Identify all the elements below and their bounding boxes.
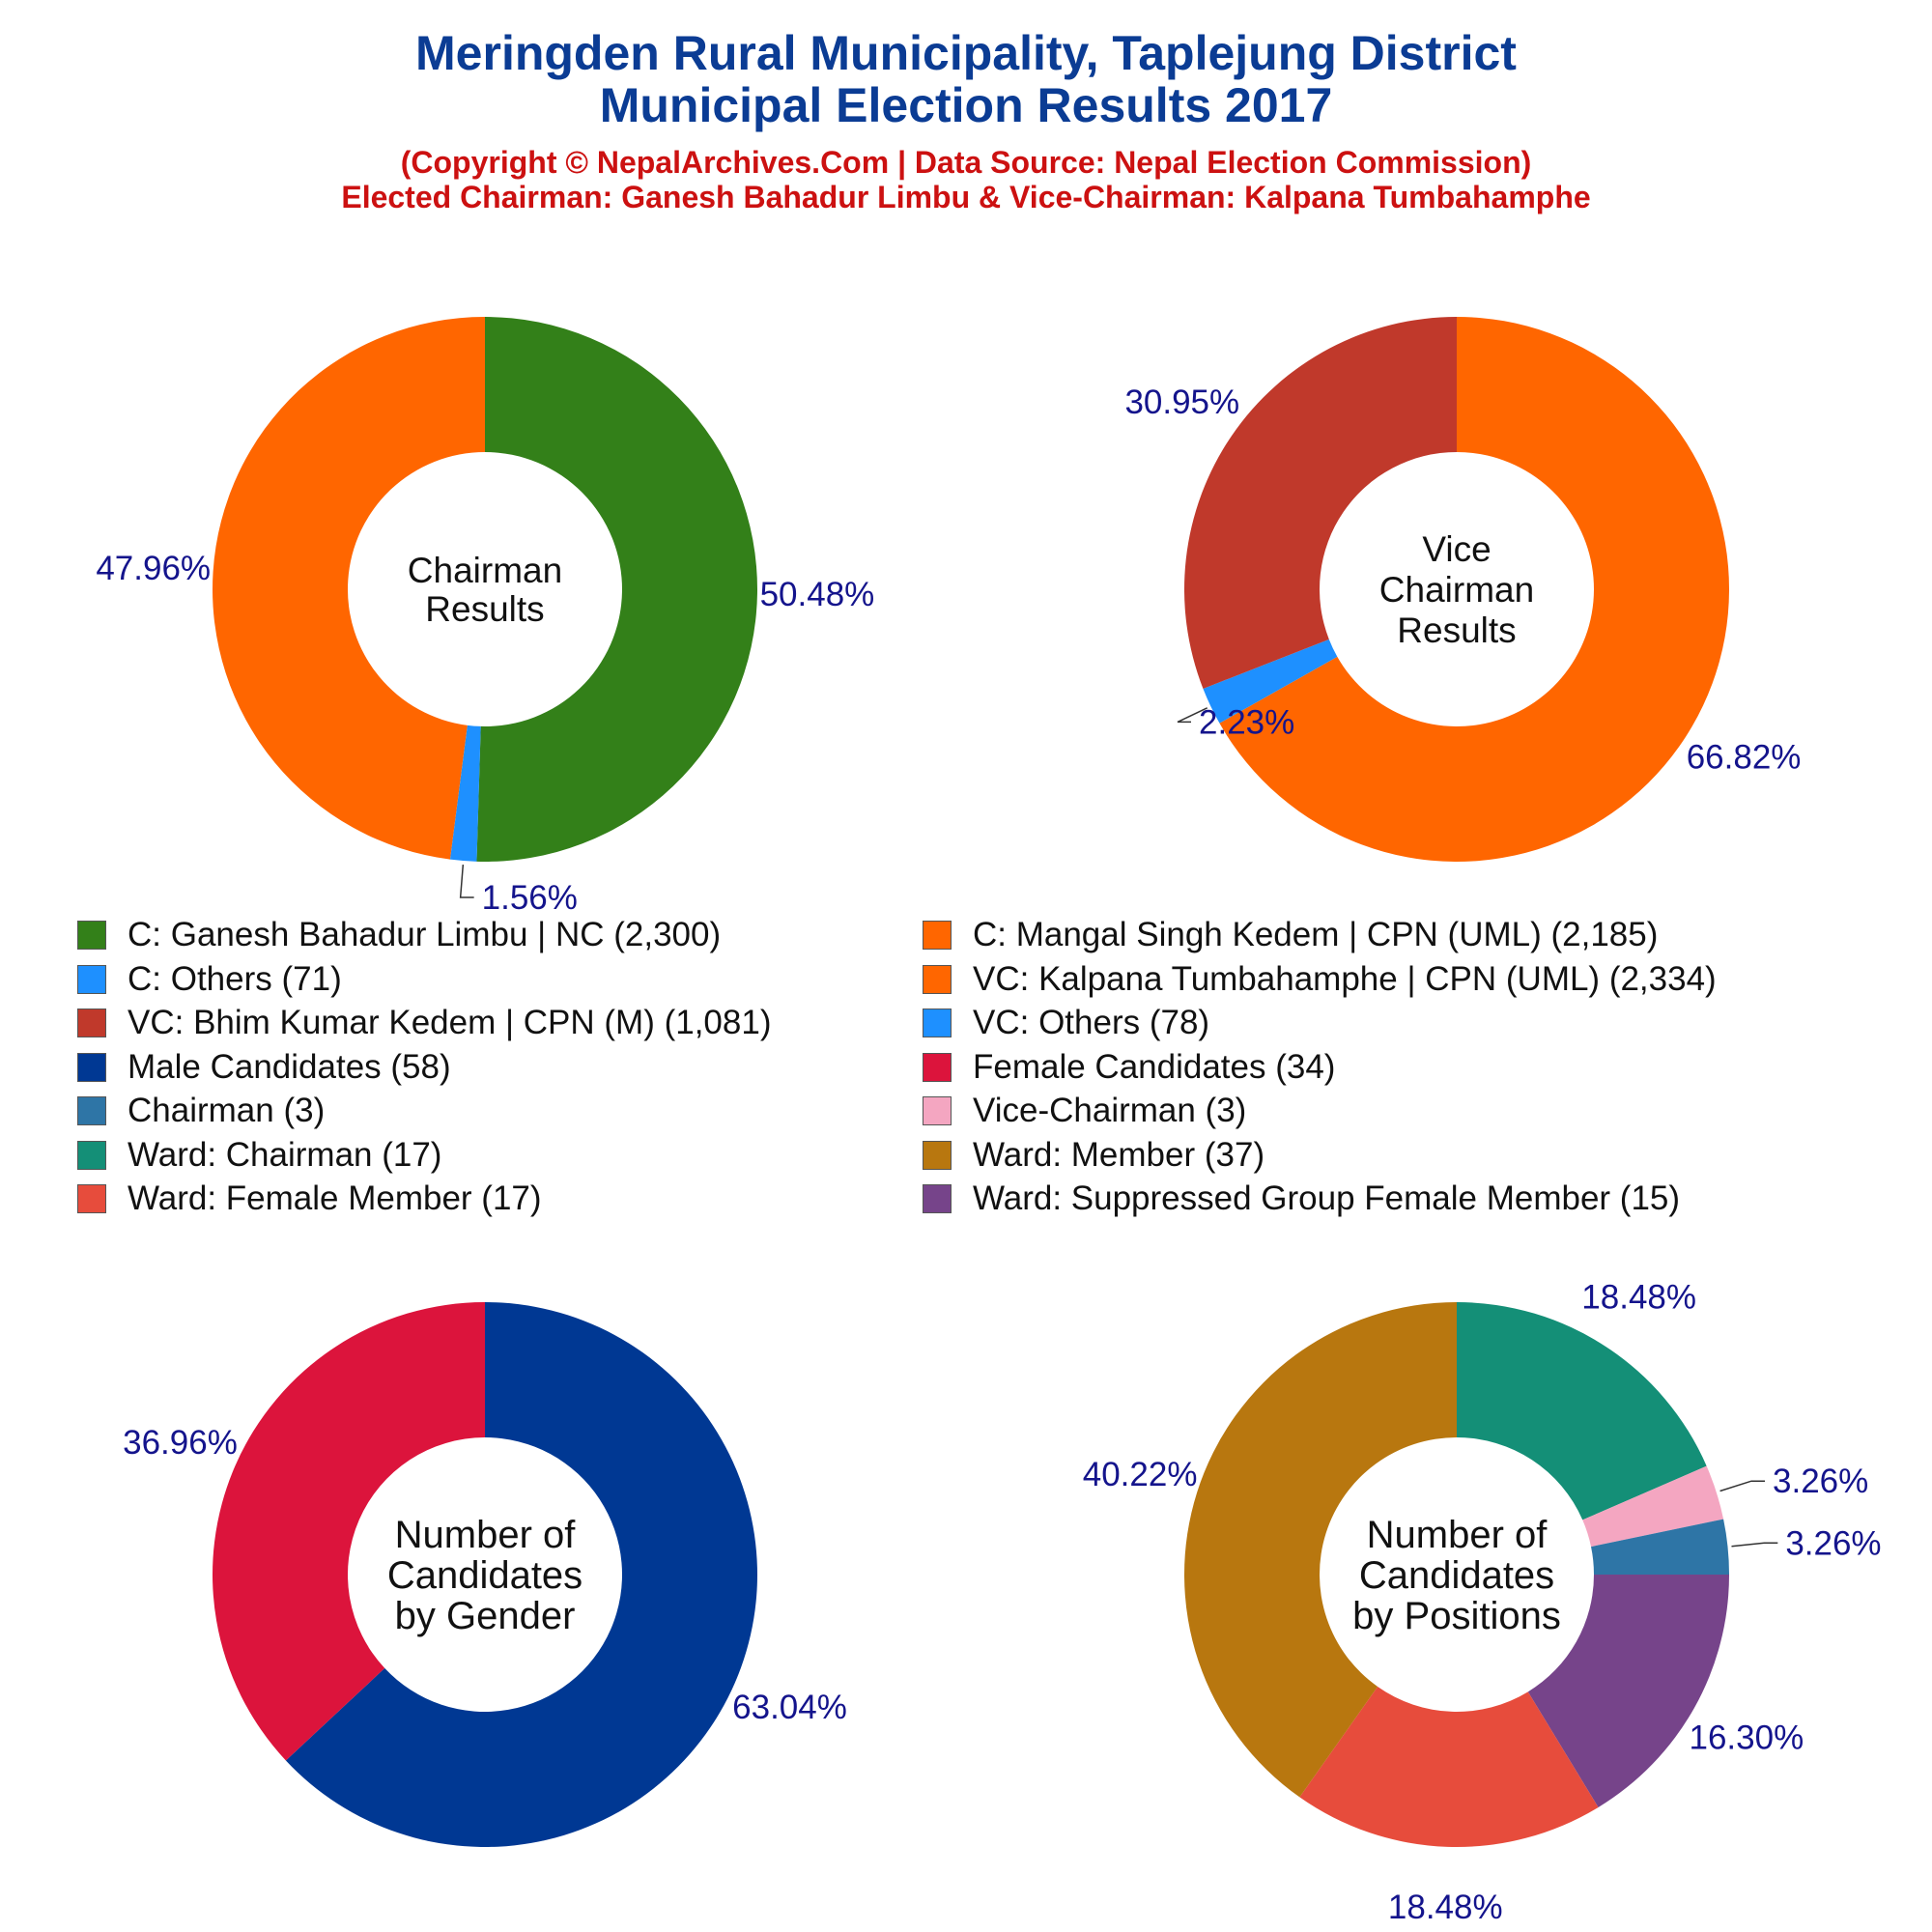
legend-label: Female Candidates (34) [973, 1047, 1336, 1086]
donut-slice [1299, 1687, 1599, 1848]
slice-percent-label: 18.48% [1581, 1278, 1696, 1316]
legend-swatch [923, 1184, 952, 1213]
legend-item: VC: Others (78) [923, 1004, 1209, 1042]
donut-slice [1582, 1465, 1724, 1548]
donut-slice [1457, 1302, 1707, 1520]
legend-label: VC: Others (78) [973, 1004, 1210, 1041]
legend-label: VC: Kalpana Tumbahamphe | CPN (UML) (2,3… [973, 959, 1717, 998]
donut-slice [476, 317, 757, 862]
donut-center-label: Candidates [387, 1554, 582, 1597]
legend-item: C: Mangal Singh Kedem | CPN (UML) (2,185… [923, 916, 1658, 954]
legend-swatch [77, 921, 106, 950]
donut-slice [213, 1302, 485, 1761]
legend-swatch [77, 1140, 106, 1170]
legend-swatch [923, 964, 952, 994]
legend-label: Ward: Member (37) [973, 1135, 1265, 1174]
donut-slice [1219, 316, 1730, 862]
slice-percent-label: 2.23% [1199, 703, 1294, 741]
label-leader-line [1731, 1542, 1778, 1548]
legend-item: Ward: Member (37) [923, 1136, 1264, 1175]
donut-center-label: Candidates [1359, 1554, 1554, 1597]
slice-percent-label: 1.56% [482, 879, 578, 917]
donut-slice [1591, 1519, 1729, 1575]
legend-swatch [77, 964, 106, 994]
legend-label: Ward: Chairman (17) [128, 1135, 442, 1174]
legend-label: C: Mangal Singh Kedem | CPN (UML) (2,185… [973, 916, 1659, 953]
legend-swatch [77, 1052, 106, 1082]
slice-percent-label: 63.04% [732, 1689, 847, 1726]
donut-slice [1527, 1575, 1729, 1807]
copyright-subtitle: (Copyright © NepalArchives.Com | Data So… [400, 145, 1532, 180]
legend-item: VC: Bhim Kumar Kedem | CPN (M) (1,081) [77, 1004, 772, 1042]
legend-label: Chairman (3) [128, 1092, 326, 1129]
donut-center-label: Results [425, 589, 544, 629]
donut-center-label: Number of [1367, 1514, 1548, 1556]
label-leader-line [1177, 707, 1208, 724]
donut-center-label: Vice [1422, 529, 1491, 569]
legend-label: C: Ganesh Bahadur Limbu | NC (2,300) [128, 916, 722, 953]
chart-title-line1: Meringden Rural Municipality, Taplejung … [415, 26, 1517, 80]
chart-title-line2: Municipal Election Results 2017 [599, 78, 1333, 132]
donut-slice [1184, 316, 1457, 689]
legend-swatch [77, 1096, 106, 1125]
legend-item: VC: Kalpana Tumbahamphe | CPN (UML) (2,3… [923, 960, 1717, 999]
donut-center-label: by Gender [395, 1595, 576, 1637]
legend-swatch [923, 1052, 952, 1082]
slice-percent-label: 16.30% [1689, 1719, 1804, 1757]
elected-subtitle: Elected Chairman: Ganesh Bahadur Limbu &… [341, 180, 1591, 214]
slice-percent-label: 30.95% [1124, 384, 1239, 421]
legend-label: Vice-Chairman (3) [973, 1092, 1247, 1129]
legend-swatch [923, 1140, 952, 1170]
slice-percent-label: 3.26% [1773, 1463, 1868, 1500]
donut-slice [449, 724, 481, 862]
legend-label: VC: Bhim Kumar Kedem | CPN (M) (1,081) [128, 1004, 772, 1041]
legend-swatch [923, 1009, 952, 1037]
label-leader-line [1719, 1480, 1766, 1492]
label-leader-line [459, 865, 474, 898]
donut-slice [285, 1302, 758, 1847]
legend-swatch [923, 921, 952, 950]
donut-slice [1183, 1302, 1457, 1798]
slice-percent-label: 18.48% [1388, 1889, 1503, 1926]
donut-center-label: Number of [395, 1514, 577, 1556]
donut-center-label: Chairman [408, 551, 562, 590]
legend-swatch [923, 1096, 952, 1125]
donut-chart-4: 18.48% 3.26% 3.26% 16.30% 18.48% 40.22% Number… [1083, 1278, 1882, 1925]
legend-item: Ward: Chairman (17) [77, 1136, 441, 1175]
donut-center-label: Chairman [1379, 570, 1534, 610]
slice-percent-label: 50.48% [760, 576, 875, 613]
donut-center-label: Results [1397, 611, 1516, 650]
legend-item: Male Candidates (58) [77, 1048, 451, 1087]
legend-item: C: Others (71) [77, 960, 342, 999]
legend-swatch [77, 1009, 106, 1037]
legend-label: Male Candidates (58) [128, 1047, 451, 1086]
legend-item: Ward: Suppressed Group Female Member (15… [923, 1179, 1680, 1218]
slice-percent-label: 47.96% [96, 550, 211, 587]
legend-label: C: Others (71) [128, 959, 342, 998]
donut-slice [212, 317, 485, 860]
slice-percent-label: 3.26% [1785, 1524, 1881, 1562]
slice-percent-label: 36.96% [123, 1424, 238, 1462]
donut-center-label: by Positions [1352, 1595, 1561, 1637]
legend-item: Vice-Chairman (3) [923, 1092, 1246, 1130]
legend-item: C: Ganesh Bahadur Limbu | NC (2,300) [77, 916, 721, 954]
legend-label: Ward: Suppressed Group Female Member (15… [973, 1179, 1681, 1217]
slice-percent-label: 40.22% [1083, 1456, 1198, 1493]
legend-label: Ward: Female Member (17) [128, 1179, 542, 1217]
legend-item: Ward: Female Member (17) [77, 1179, 542, 1218]
donut-slice [1203, 639, 1338, 724]
chart-legend: C: Ganesh Bahadur Limbu | NC (2,300) C: M… [0, 916, 1932, 1235]
legend-swatch [77, 1184, 106, 1213]
slice-percent-label: 66.82% [1687, 738, 1802, 776]
legend-item: Chairman (3) [77, 1092, 325, 1130]
legend-item: Female Candidates (34) [923, 1048, 1335, 1087]
